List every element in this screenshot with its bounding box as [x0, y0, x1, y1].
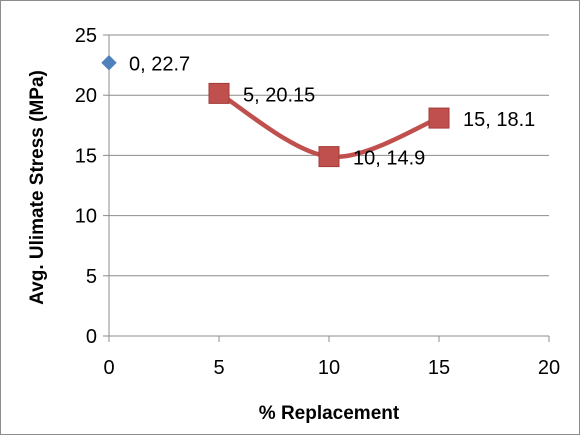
x-tick-label: 5	[213, 357, 224, 379]
data-label: 0, 22.7	[129, 54, 190, 76]
y-tick-label: 20	[75, 85, 97, 107]
y-axis-title: Avg. Ulimate Stress (MPa)	[27, 70, 48, 305]
y-tick-label: 10	[75, 206, 97, 228]
square-marker-1	[318, 146, 340, 168]
x-tick-label: 15	[428, 357, 450, 379]
axes	[103, 34, 550, 342]
x-tick-label: 10	[318, 357, 340, 379]
data-label: 10, 14.9	[353, 148, 425, 170]
y-tick-label: 0	[86, 326, 97, 348]
diamond-marker-0	[101, 54, 117, 71]
tick-labels: 0 5 10 15 20 25 0 5 10 15 20	[75, 25, 560, 379]
y-tick-label: 25	[75, 25, 97, 47]
x-tick-label: 20	[538, 357, 560, 379]
data-labels: 0, 22.7 5, 20.15 10, 14.9 15, 18.1	[129, 54, 535, 170]
y-tick-label: 15	[75, 145, 97, 167]
x-axis-title: % Replacement	[259, 403, 400, 424]
data-label: 15, 18.1	[463, 109, 535, 131]
square-marker-2	[428, 107, 450, 129]
data-label: 5, 20.15	[243, 84, 315, 106]
x-tick-label: 0	[103, 357, 114, 379]
y-tick-label: 5	[86, 266, 97, 288]
series	[101, 54, 450, 168]
square-marker-0	[208, 82, 230, 104]
